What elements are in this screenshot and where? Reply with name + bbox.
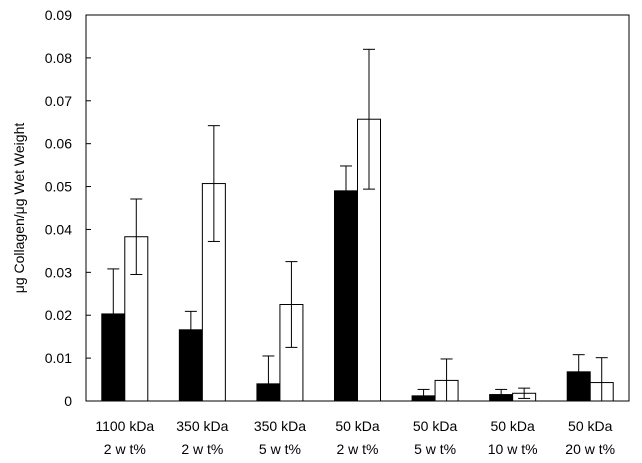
x-tick-label-line2: 5 w t% (259, 441, 301, 457)
x-tick-label-line1: 350 kDa (176, 418, 228, 434)
x-tick-label-line2: 2 w t% (181, 441, 223, 457)
y-tick-label: 0 (64, 393, 72, 409)
x-tick-label-line2: 20 w t% (565, 441, 615, 457)
y-tick-label: 0.05 (45, 179, 72, 195)
x-tick-label-line1: 50 kDa (413, 418, 458, 434)
x-tick-label-line1: 50 kDa (490, 418, 535, 434)
y-tick-label: 0.03 (45, 264, 72, 280)
x-tick-label-line2: 2 w t% (104, 441, 146, 457)
x-tick-label-line1: 50 kDa (335, 418, 380, 434)
x-tick-label-line1: 50 kDa (568, 418, 613, 434)
x-tick-label-line1: 350 kDa (254, 418, 306, 434)
y-tick-label: 0.08 (45, 50, 72, 66)
x-tick-label-line2: 2 w t% (336, 441, 378, 457)
x-tick-label-line2: 10 w t% (488, 441, 538, 457)
y-axis: 0 0.01 0.02 0.03 0.04 0.05 0.06 0.07 0.08 0.09 (45, 7, 91, 409)
y-tick-label: 0.04 (45, 221, 72, 237)
y-tick-label: 0.02 (45, 307, 72, 323)
bars (101, 118, 614, 402)
x-tick-label-line2: 5 w t% (414, 441, 456, 457)
bar (334, 190, 358, 402)
error-bars (107, 48, 608, 401)
y-tick-label: 0.01 (45, 350, 72, 366)
x-axis-labels: 1100 kDa 2 w t% 350 kDa 2 w t% 350 kDa 5 w t%… (95, 418, 615, 457)
x-tick-label-line1: 1100 kDa (95, 418, 154, 434)
y-axis-label: μg Collagen/μg Wet Weight (11, 123, 27, 294)
y-tick-label: 0.06 (45, 136, 72, 152)
y-tick-label: 0.09 (45, 7, 72, 23)
y-tick-label: 0.07 (45, 93, 72, 109)
